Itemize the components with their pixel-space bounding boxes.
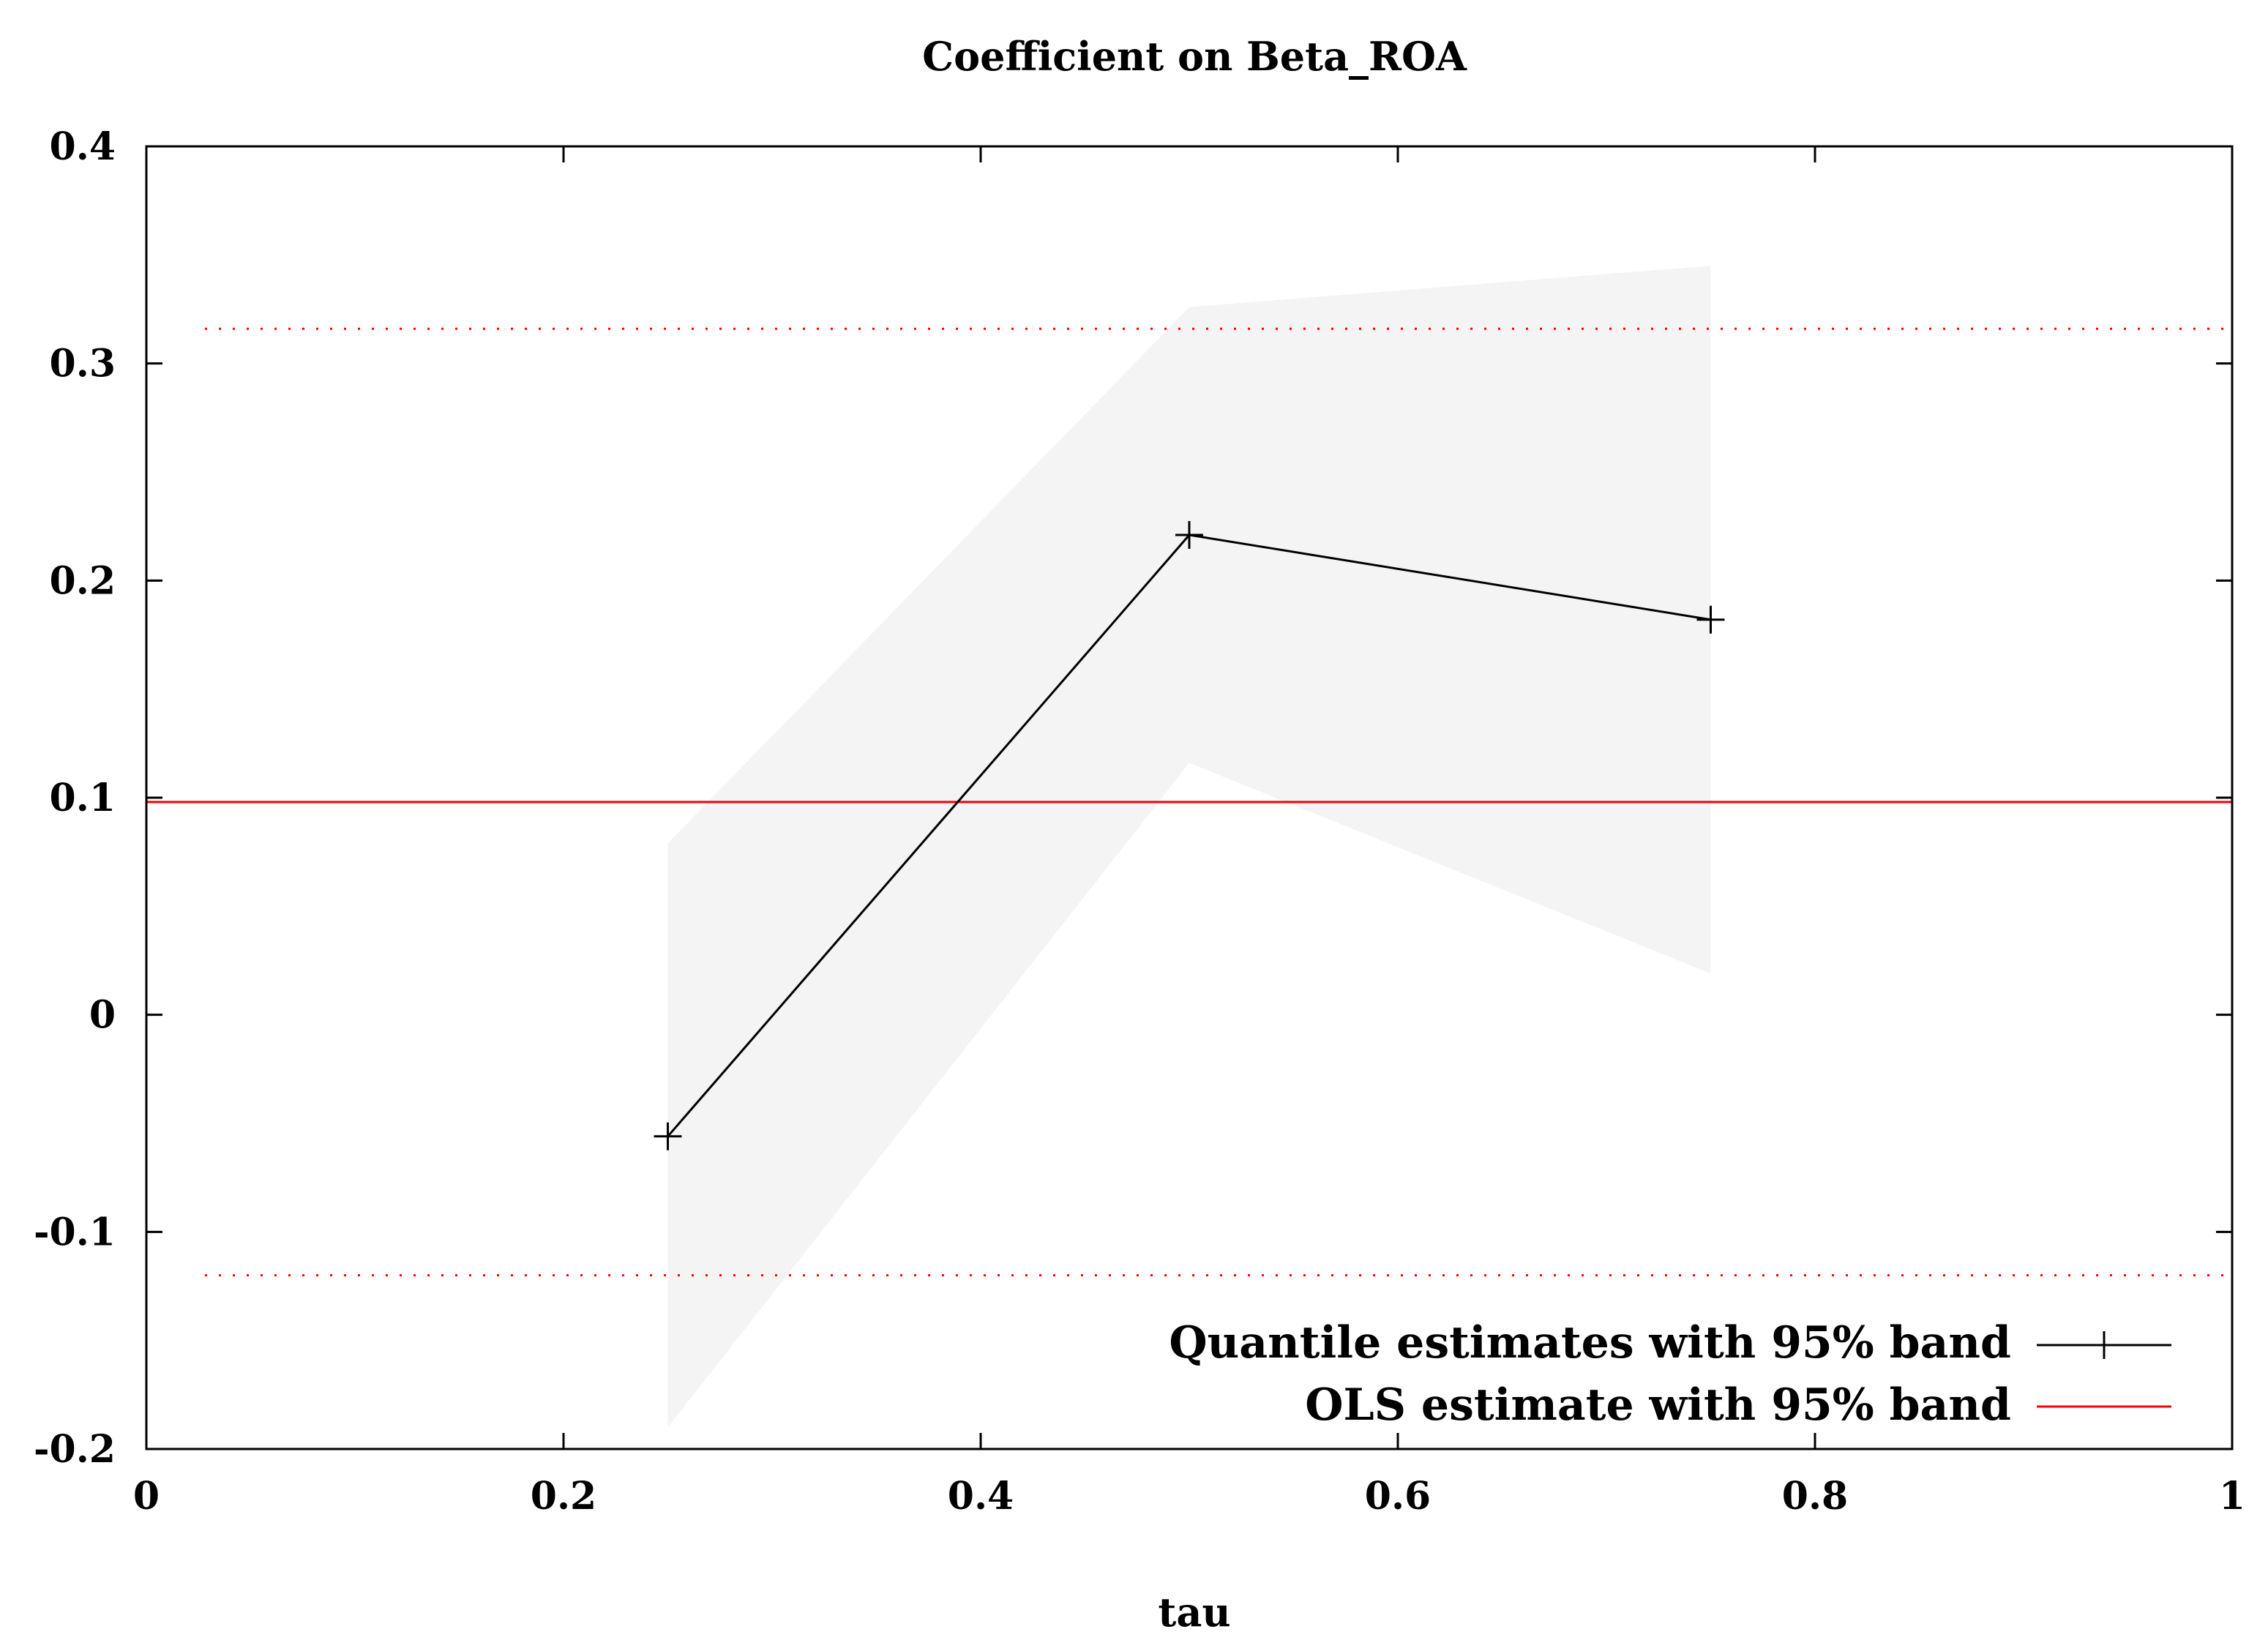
y-tick-label: 0.4 xyxy=(50,124,116,169)
quantile-point-marker xyxy=(1175,521,1203,550)
series-layer xyxy=(654,521,1725,1150)
y-tick-label: -0.2 xyxy=(34,1427,116,1472)
x-tick-label: 0.2 xyxy=(531,1474,596,1519)
legend-marker-quantile xyxy=(2090,1331,2118,1359)
legend-label-quantile: Quantile estimates with 95% band xyxy=(1169,1317,2011,1368)
quantile-point-marker xyxy=(1696,605,1725,634)
ols-layer xyxy=(146,327,2232,1277)
y-tick-label: 0.1 xyxy=(50,776,116,820)
y-tick-label: 0.2 xyxy=(50,558,116,603)
x-tick-label: 1 xyxy=(2219,1474,2245,1519)
band-layer xyxy=(667,266,1711,1428)
x-tick-label: 0.8 xyxy=(1782,1474,1848,1519)
y-tick-label: 0 xyxy=(89,993,116,1038)
quantile-point-marker xyxy=(654,1122,682,1150)
x-tick-label: 0.4 xyxy=(948,1474,1014,1519)
tick-layer: 0 0.2 0.4 0.6 0.8 1 -0.2 -0.1 0 0.1 0.2 0.3 0.4 xyxy=(34,124,2245,1519)
plot-frame xyxy=(145,145,2234,1450)
legend: Quantile estimates with 95% band OLS est… xyxy=(1169,1317,2171,1431)
x-tick-label: 0 xyxy=(133,1474,160,1519)
quantile-band xyxy=(667,266,1711,1428)
chart-title: Coefficient on Beta_ROA xyxy=(922,33,1467,80)
y-tick-label: 0.3 xyxy=(50,342,116,386)
legend-label-ols: OLS estimate with 95% band xyxy=(1305,1379,2011,1431)
x-tick-label: 0.6 xyxy=(1365,1474,1431,1519)
x-axis-label: tau xyxy=(1158,1589,1230,1636)
y-tick-label: -0.1 xyxy=(34,1210,116,1254)
